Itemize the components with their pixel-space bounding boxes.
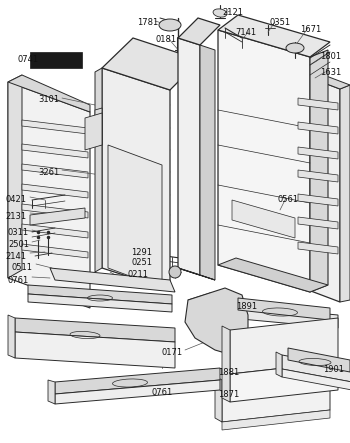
Polygon shape: [15, 318, 175, 342]
Polygon shape: [232, 200, 295, 238]
Polygon shape: [108, 145, 162, 288]
Polygon shape: [8, 82, 90, 308]
Text: 0251: 0251: [131, 258, 152, 267]
Text: 1891: 1891: [236, 302, 257, 311]
Text: 0421: 0421: [5, 195, 26, 204]
Polygon shape: [102, 38, 200, 90]
Text: 0181: 0181: [155, 35, 176, 44]
Polygon shape: [95, 108, 102, 145]
Text: 1631: 1631: [320, 68, 341, 77]
Text: 1881: 1881: [218, 368, 239, 377]
Polygon shape: [218, 15, 330, 57]
Polygon shape: [22, 244, 88, 258]
Ellipse shape: [213, 9, 227, 17]
Text: 1801: 1801: [320, 52, 341, 61]
Polygon shape: [298, 242, 338, 254]
Polygon shape: [8, 315, 15, 358]
Text: 0561: 0561: [278, 195, 299, 204]
Polygon shape: [200, 45, 215, 280]
Polygon shape: [222, 326, 230, 402]
Polygon shape: [22, 184, 88, 198]
Polygon shape: [22, 120, 88, 134]
Polygon shape: [298, 194, 338, 206]
Polygon shape: [185, 288, 248, 355]
Polygon shape: [230, 318, 338, 374]
Text: 0211: 0211: [128, 270, 149, 279]
Polygon shape: [298, 170, 338, 182]
Polygon shape: [238, 298, 330, 320]
Polygon shape: [298, 122, 338, 134]
Text: 0741: 0741: [18, 55, 39, 64]
Polygon shape: [178, 38, 200, 275]
Polygon shape: [48, 380, 55, 404]
Polygon shape: [282, 369, 350, 390]
Polygon shape: [28, 285, 172, 304]
Polygon shape: [340, 85, 350, 302]
Polygon shape: [282, 355, 350, 382]
Polygon shape: [178, 268, 215, 280]
Polygon shape: [222, 410, 330, 430]
Polygon shape: [22, 224, 88, 238]
Text: 0761: 0761: [152, 388, 173, 397]
Text: 3261: 3261: [38, 168, 59, 177]
Polygon shape: [15, 332, 175, 368]
Ellipse shape: [286, 43, 304, 53]
Text: 0311: 0311: [8, 228, 29, 237]
Polygon shape: [218, 258, 328, 292]
Polygon shape: [22, 204, 88, 218]
Polygon shape: [22, 164, 88, 178]
Text: 0351: 0351: [270, 18, 291, 27]
Polygon shape: [178, 18, 220, 45]
Polygon shape: [28, 294, 172, 312]
Polygon shape: [8, 75, 90, 112]
Text: 7141: 7141: [235, 28, 256, 37]
Polygon shape: [218, 30, 310, 292]
Text: 2141: 2141: [5, 252, 26, 261]
Polygon shape: [298, 217, 338, 229]
Text: 0761: 0761: [8, 276, 29, 285]
Text: 1871: 1871: [218, 390, 239, 399]
Text: 1901: 1901: [323, 365, 344, 374]
Polygon shape: [102, 68, 170, 290]
Polygon shape: [8, 75, 22, 278]
Polygon shape: [55, 380, 220, 404]
Polygon shape: [298, 98, 338, 110]
Polygon shape: [50, 268, 175, 292]
Polygon shape: [295, 68, 350, 89]
Polygon shape: [222, 368, 330, 422]
Text: 1671: 1671: [300, 25, 321, 34]
Polygon shape: [276, 352, 282, 377]
Text: 0171: 0171: [162, 348, 183, 357]
Text: 1291: 1291: [131, 248, 152, 257]
Text: 1781: 1781: [137, 18, 158, 27]
Polygon shape: [298, 147, 338, 159]
Text: 3101: 3101: [38, 95, 59, 104]
Polygon shape: [310, 50, 328, 292]
Text: 0511: 0511: [12, 263, 33, 272]
Circle shape: [169, 266, 181, 278]
Polygon shape: [95, 68, 102, 272]
Text: 2121: 2121: [222, 8, 243, 17]
Text: 2501: 2501: [8, 240, 29, 249]
Polygon shape: [295, 72, 340, 302]
Polygon shape: [230, 305, 338, 328]
Polygon shape: [215, 376, 222, 422]
Polygon shape: [288, 348, 350, 372]
Polygon shape: [22, 144, 88, 158]
Ellipse shape: [159, 19, 181, 31]
Polygon shape: [55, 368, 220, 394]
Bar: [30, 52, 82, 68]
Text: 2131: 2131: [5, 212, 26, 221]
Polygon shape: [30, 208, 85, 225]
Polygon shape: [85, 113, 102, 150]
Polygon shape: [230, 362, 338, 402]
